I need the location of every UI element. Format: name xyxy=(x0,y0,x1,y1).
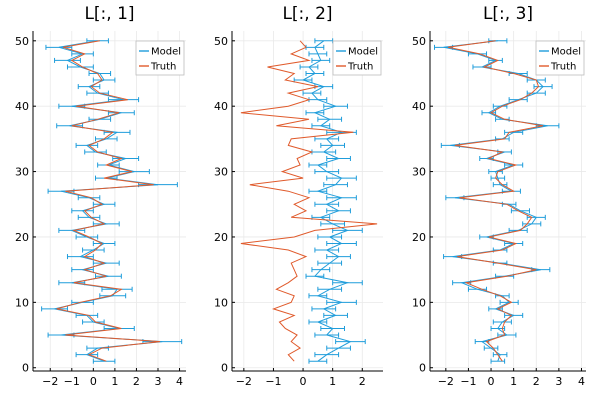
x-tick-label: −2 xyxy=(236,375,252,388)
legend-label-model: Model xyxy=(151,47,181,58)
y-tick-label: 0 xyxy=(419,362,426,375)
y-tick-label: 10 xyxy=(412,296,426,309)
y-tick-label: 0 xyxy=(22,362,29,375)
series-line-model xyxy=(301,40,352,362)
y-tick-label: 30 xyxy=(15,166,29,179)
x-tick-label: 4 xyxy=(578,375,585,388)
legend-label-truth: Truth xyxy=(347,62,373,73)
y-tick-label: 50 xyxy=(214,35,228,48)
y-tick-label: 40 xyxy=(214,100,228,113)
x-tick-label: 0 xyxy=(90,375,97,388)
x-tick-label: −1 xyxy=(460,375,476,388)
x-tick-label: 0 xyxy=(488,375,495,388)
y-tick-label: 20 xyxy=(15,231,29,244)
chart-title: L[:, 3] xyxy=(483,4,533,24)
chart-title: L[:, 2] xyxy=(282,4,332,24)
x-tick-label: −1 xyxy=(265,375,281,388)
y-tick-label: 20 xyxy=(412,231,426,244)
x-tick-label: 1 xyxy=(510,375,517,388)
legend-label-truth: Truth xyxy=(150,62,176,73)
legend-box xyxy=(135,40,185,76)
x-tick-label: 1 xyxy=(329,375,336,388)
x-tick-label: −1 xyxy=(64,375,80,388)
x-tick-label: 4 xyxy=(176,375,183,388)
y-tick-label: 50 xyxy=(15,35,29,48)
y-tick-label: 40 xyxy=(412,100,426,113)
y-tick-label: 0 xyxy=(221,362,228,375)
y-tick-label: 10 xyxy=(15,296,29,309)
legend-box xyxy=(535,40,585,76)
series-line-truth xyxy=(447,40,544,362)
x-tick-label: 2 xyxy=(359,375,366,388)
x-tick-label: 1 xyxy=(111,375,118,388)
series-line-truth xyxy=(240,40,378,362)
series-line-truth xyxy=(56,40,161,362)
legend-label-model: Model xyxy=(348,47,378,58)
x-tick-label: 2 xyxy=(133,375,140,388)
x-tick-label: −2 xyxy=(42,375,58,388)
legend-label-truth: Truth xyxy=(550,62,576,73)
x-tick-label: 2 xyxy=(533,375,540,388)
series-line-model xyxy=(54,40,163,362)
y-tick-label: 10 xyxy=(214,296,228,309)
series-line-model xyxy=(443,40,548,362)
legend-box xyxy=(332,40,382,76)
x-tick-label: 3 xyxy=(555,375,562,388)
y-tick-label: 30 xyxy=(412,166,426,179)
y-tick-label: 50 xyxy=(412,35,426,48)
y-tick-label: 20 xyxy=(214,231,228,244)
x-tick-label: 0 xyxy=(300,375,307,388)
x-tick-label: −2 xyxy=(438,375,454,388)
y-tick-label: 30 xyxy=(214,166,228,179)
x-tick-label: 3 xyxy=(154,375,161,388)
y-tick-label: 40 xyxy=(15,100,29,113)
legend-label-model: Model xyxy=(551,47,581,58)
chart-title: L[:, 1] xyxy=(84,4,134,24)
